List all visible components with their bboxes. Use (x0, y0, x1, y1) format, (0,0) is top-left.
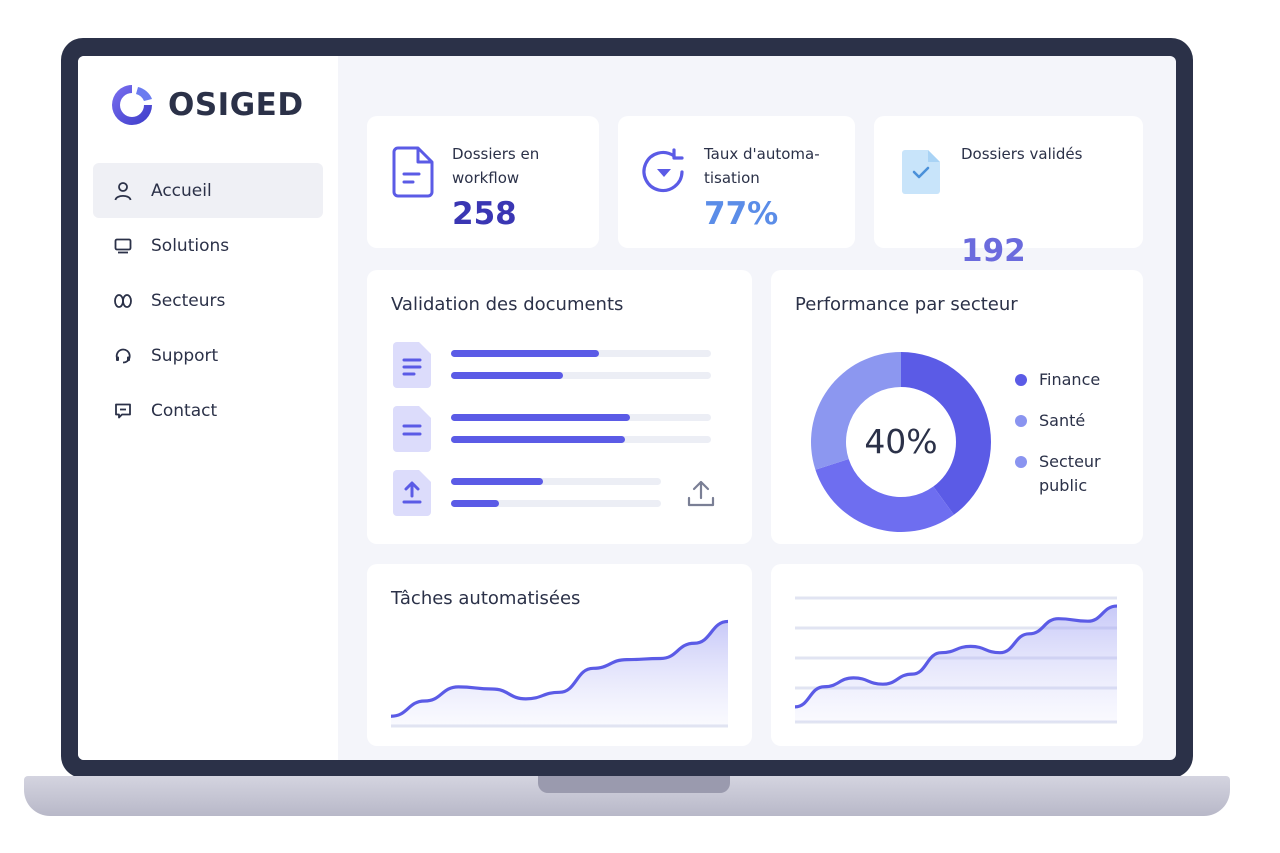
sidebar-item-label: Accueil (151, 180, 212, 201)
document-icon (393, 342, 431, 388)
tasks-line (391, 619, 728, 718)
support-icon (113, 346, 133, 366)
stat-label-line: Dossiers en (452, 145, 540, 163)
stat-label: Taux d'automa- tisation (704, 142, 820, 190)
document-row[interactable] (393, 406, 723, 454)
document-icon (392, 146, 434, 198)
stat-value: 258 (452, 196, 517, 232)
progress-fill (451, 414, 631, 421)
stat-label: Dossiers validés (961, 145, 1083, 163)
sidebar-item-label: Support (151, 345, 219, 366)
upload-document-icon (393, 470, 431, 516)
logo-icon (112, 85, 152, 125)
sidebar-item-label: Solutions (151, 235, 230, 256)
document-row[interactable] (393, 470, 723, 518)
progress-fill (451, 350, 600, 357)
stat-value: 77% (704, 196, 779, 232)
validation-title: Validation des documents (391, 294, 624, 315)
tasks-title: Tâches automatisées (391, 588, 581, 609)
trend-area-chart (795, 596, 1117, 724)
upload-icon[interactable] (685, 478, 717, 510)
laptop-notch (538, 776, 730, 793)
legend-label: Santé (1039, 411, 1086, 430)
progress-track (451, 500, 661, 507)
legend-item-secteur-public: Secteur public (1015, 450, 1119, 498)
document-icon (393, 406, 431, 452)
user-icon (113, 181, 133, 201)
trend-line (795, 604, 1117, 709)
donut-chart (811, 352, 991, 532)
validated-document-icon (902, 150, 940, 194)
legend-label: Finance (1039, 370, 1101, 389)
stat-value: 192 (961, 233, 1026, 269)
legend-item-sante: Santé (1015, 409, 1119, 433)
sidebar-item-label: Secteurs (151, 290, 226, 311)
donut-slice-secteur-public (811, 352, 901, 470)
progress-track (451, 436, 711, 443)
legend-dot (1015, 456, 1027, 468)
stat-label: Dossiers en workflow (452, 142, 539, 190)
legend-item-finance: Finance (1015, 368, 1119, 392)
stat-label-line: workflow (452, 169, 520, 187)
legend-dot (1015, 415, 1027, 427)
legend-label-line: Secteur (1039, 452, 1101, 471)
progress-fill (451, 436, 626, 443)
trend-card (771, 564, 1143, 746)
tasks-card: Tâches automatisées (367, 564, 752, 746)
monitor-icon (113, 236, 133, 256)
sidebar-item-contact[interactable]: Contact (93, 383, 323, 438)
legend-label-line: public (1039, 476, 1088, 495)
validation-card: Validation des documents (367, 270, 752, 544)
sidebar-item-secteurs[interactable]: Secteurs (93, 273, 323, 328)
progress-fill (451, 478, 544, 485)
document-row[interactable] (393, 342, 723, 390)
trend-area (795, 606, 1117, 722)
brand-logo[interactable]: OSIGED (108, 78, 304, 132)
donut-hole (846, 387, 956, 497)
performance-title: Performance par secteur (795, 294, 1018, 315)
progress-fill (451, 372, 563, 379)
progress-track (451, 478, 661, 485)
sidebar: OSIGED Accueil Solutions Secteurs (78, 56, 338, 760)
stat-card-automation[interactable]: Taux d'automa- tisation 77% (618, 116, 855, 248)
legend-dot (1015, 374, 1027, 386)
sidebar-nav: Accueil Solutions Secteurs Support (93, 163, 323, 438)
stat-label-line: tisation (704, 169, 760, 187)
progress-fill (451, 500, 500, 507)
legend-label: Secteur public (1039, 450, 1119, 498)
sidebar-item-label: Contact (151, 400, 218, 421)
donut-slice-finance (901, 352, 991, 515)
dashboard-screen: OSIGED Accueil Solutions Secteurs (78, 56, 1176, 760)
progress-track (451, 414, 711, 421)
sidebar-item-accueil[interactable]: Accueil (93, 163, 323, 218)
tasks-area-chart (391, 619, 728, 728)
refresh-heart-icon (642, 148, 684, 193)
stat-card-validated[interactable]: Dossiers validés 192 (874, 116, 1143, 269)
sidebar-item-solutions[interactable]: Solutions (93, 218, 323, 273)
sectors-icon (113, 291, 133, 311)
progress-track (451, 350, 711, 357)
donut-center-value: 40% (864, 422, 938, 461)
tasks-area (391, 621, 728, 725)
stat-label-line: Taux d'automa- (704, 145, 820, 163)
performance-card: Performance par secteur 40% Finance Sant… (771, 270, 1143, 544)
brand-name: OSIGED (168, 87, 304, 123)
progress-track (451, 372, 711, 379)
message-icon (113, 401, 133, 421)
donut-slice-sante (815, 458, 954, 532)
stat-card-workflow[interactable]: Dossiers en workflow 258 (367, 116, 599, 248)
sidebar-item-support[interactable]: Support (93, 328, 323, 383)
